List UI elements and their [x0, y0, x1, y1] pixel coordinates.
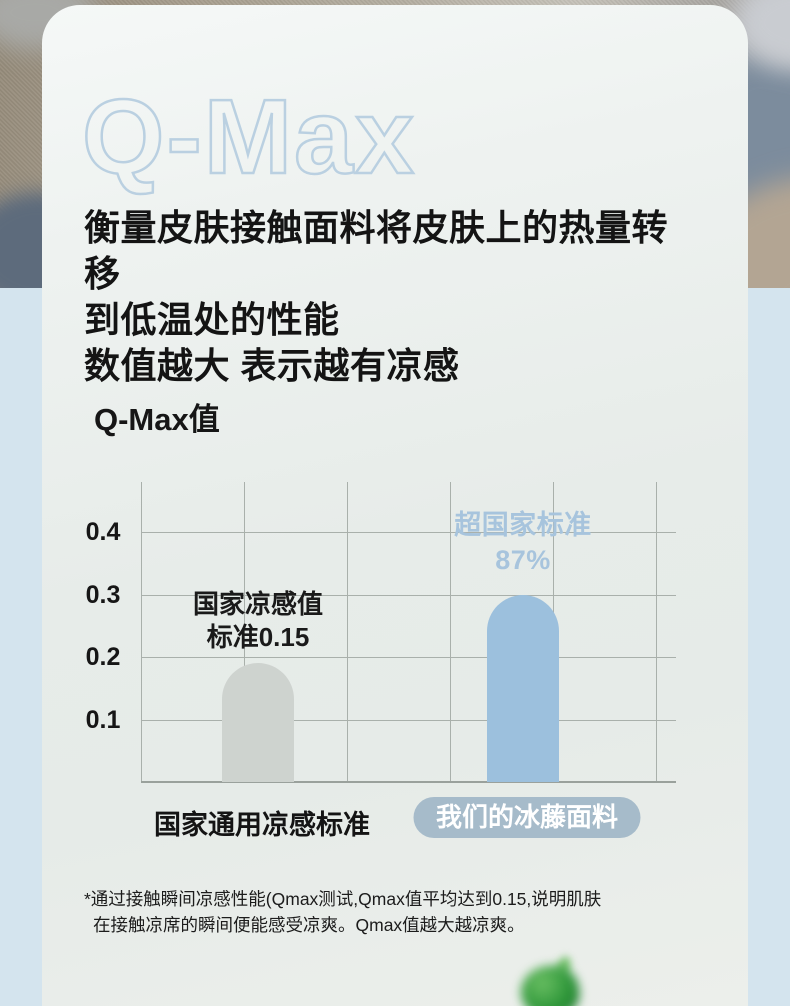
vertical-gridline: [244, 482, 245, 782]
vertical-gridline: [656, 482, 657, 782]
y-axis-tick-label: 0.2: [85, 643, 121, 671]
chart-title: Q-Max值: [94, 402, 220, 437]
footnote-line-1: *通过接触瞬间凉感性能(Qmax测试,Qmax值平均达到0.15,说明肌肤: [84, 889, 602, 909]
y-axis-tick-label: 0.3: [85, 580, 121, 609]
vertical-gridline: [450, 482, 451, 782]
category-pill-our-fabric: 我们的冰藤面料: [413, 797, 641, 838]
qmax-bar-chart: 0.1 0.2 0.3 0.4 国家凉感值 标准0.15 超国家标准87%: [86, 482, 676, 783]
category-label-national: 国家通用凉感标准: [154, 810, 370, 840]
horizontal-gridline: [141, 532, 676, 533]
horizontal-gridline: [141, 719, 676, 721]
chart-category-labels: 国家通用凉感标准 我们的冰藤面料: [141, 782, 676, 854]
qmax-outline-title: Q-Max: [81, 78, 416, 196]
y-axis-tick-label: 0.4: [85, 518, 121, 546]
footnote: *通过接触瞬间凉感性能(Qmax测试,Qmax值平均达到0.15,说明肌肤 在接…: [84, 886, 664, 938]
qmax-description-heading: 衡量皮肤接触面料将皮肤上的热量转移 到低温处的性能 数值越大 表示越有凉感: [84, 207, 669, 387]
horizontal-gridline: [141, 594, 676, 596]
bar-our-fabric: [487, 594, 559, 782]
vertical-gridline: [141, 482, 142, 782]
x-axis-line: [141, 781, 676, 783]
footnote-line-2: 在接触凉席的瞬间便能感受凉爽。Qmax值越大越凉爽。: [93, 915, 525, 935]
leaf-photo: [516, 954, 585, 1006]
vertical-gridline: [347, 482, 348, 782]
bar-annotation: 国家凉感值 标准0.15: [192, 588, 324, 652]
horizontal-gridline: [141, 657, 676, 658]
y-axis-tick-label: 0.1: [85, 705, 121, 734]
leaf-body: [516, 960, 584, 1006]
content-card: [42, 5, 748, 1006]
bar-national-standard: [222, 663, 294, 782]
bar-annotation: 超国家标准87%: [454, 510, 592, 575]
